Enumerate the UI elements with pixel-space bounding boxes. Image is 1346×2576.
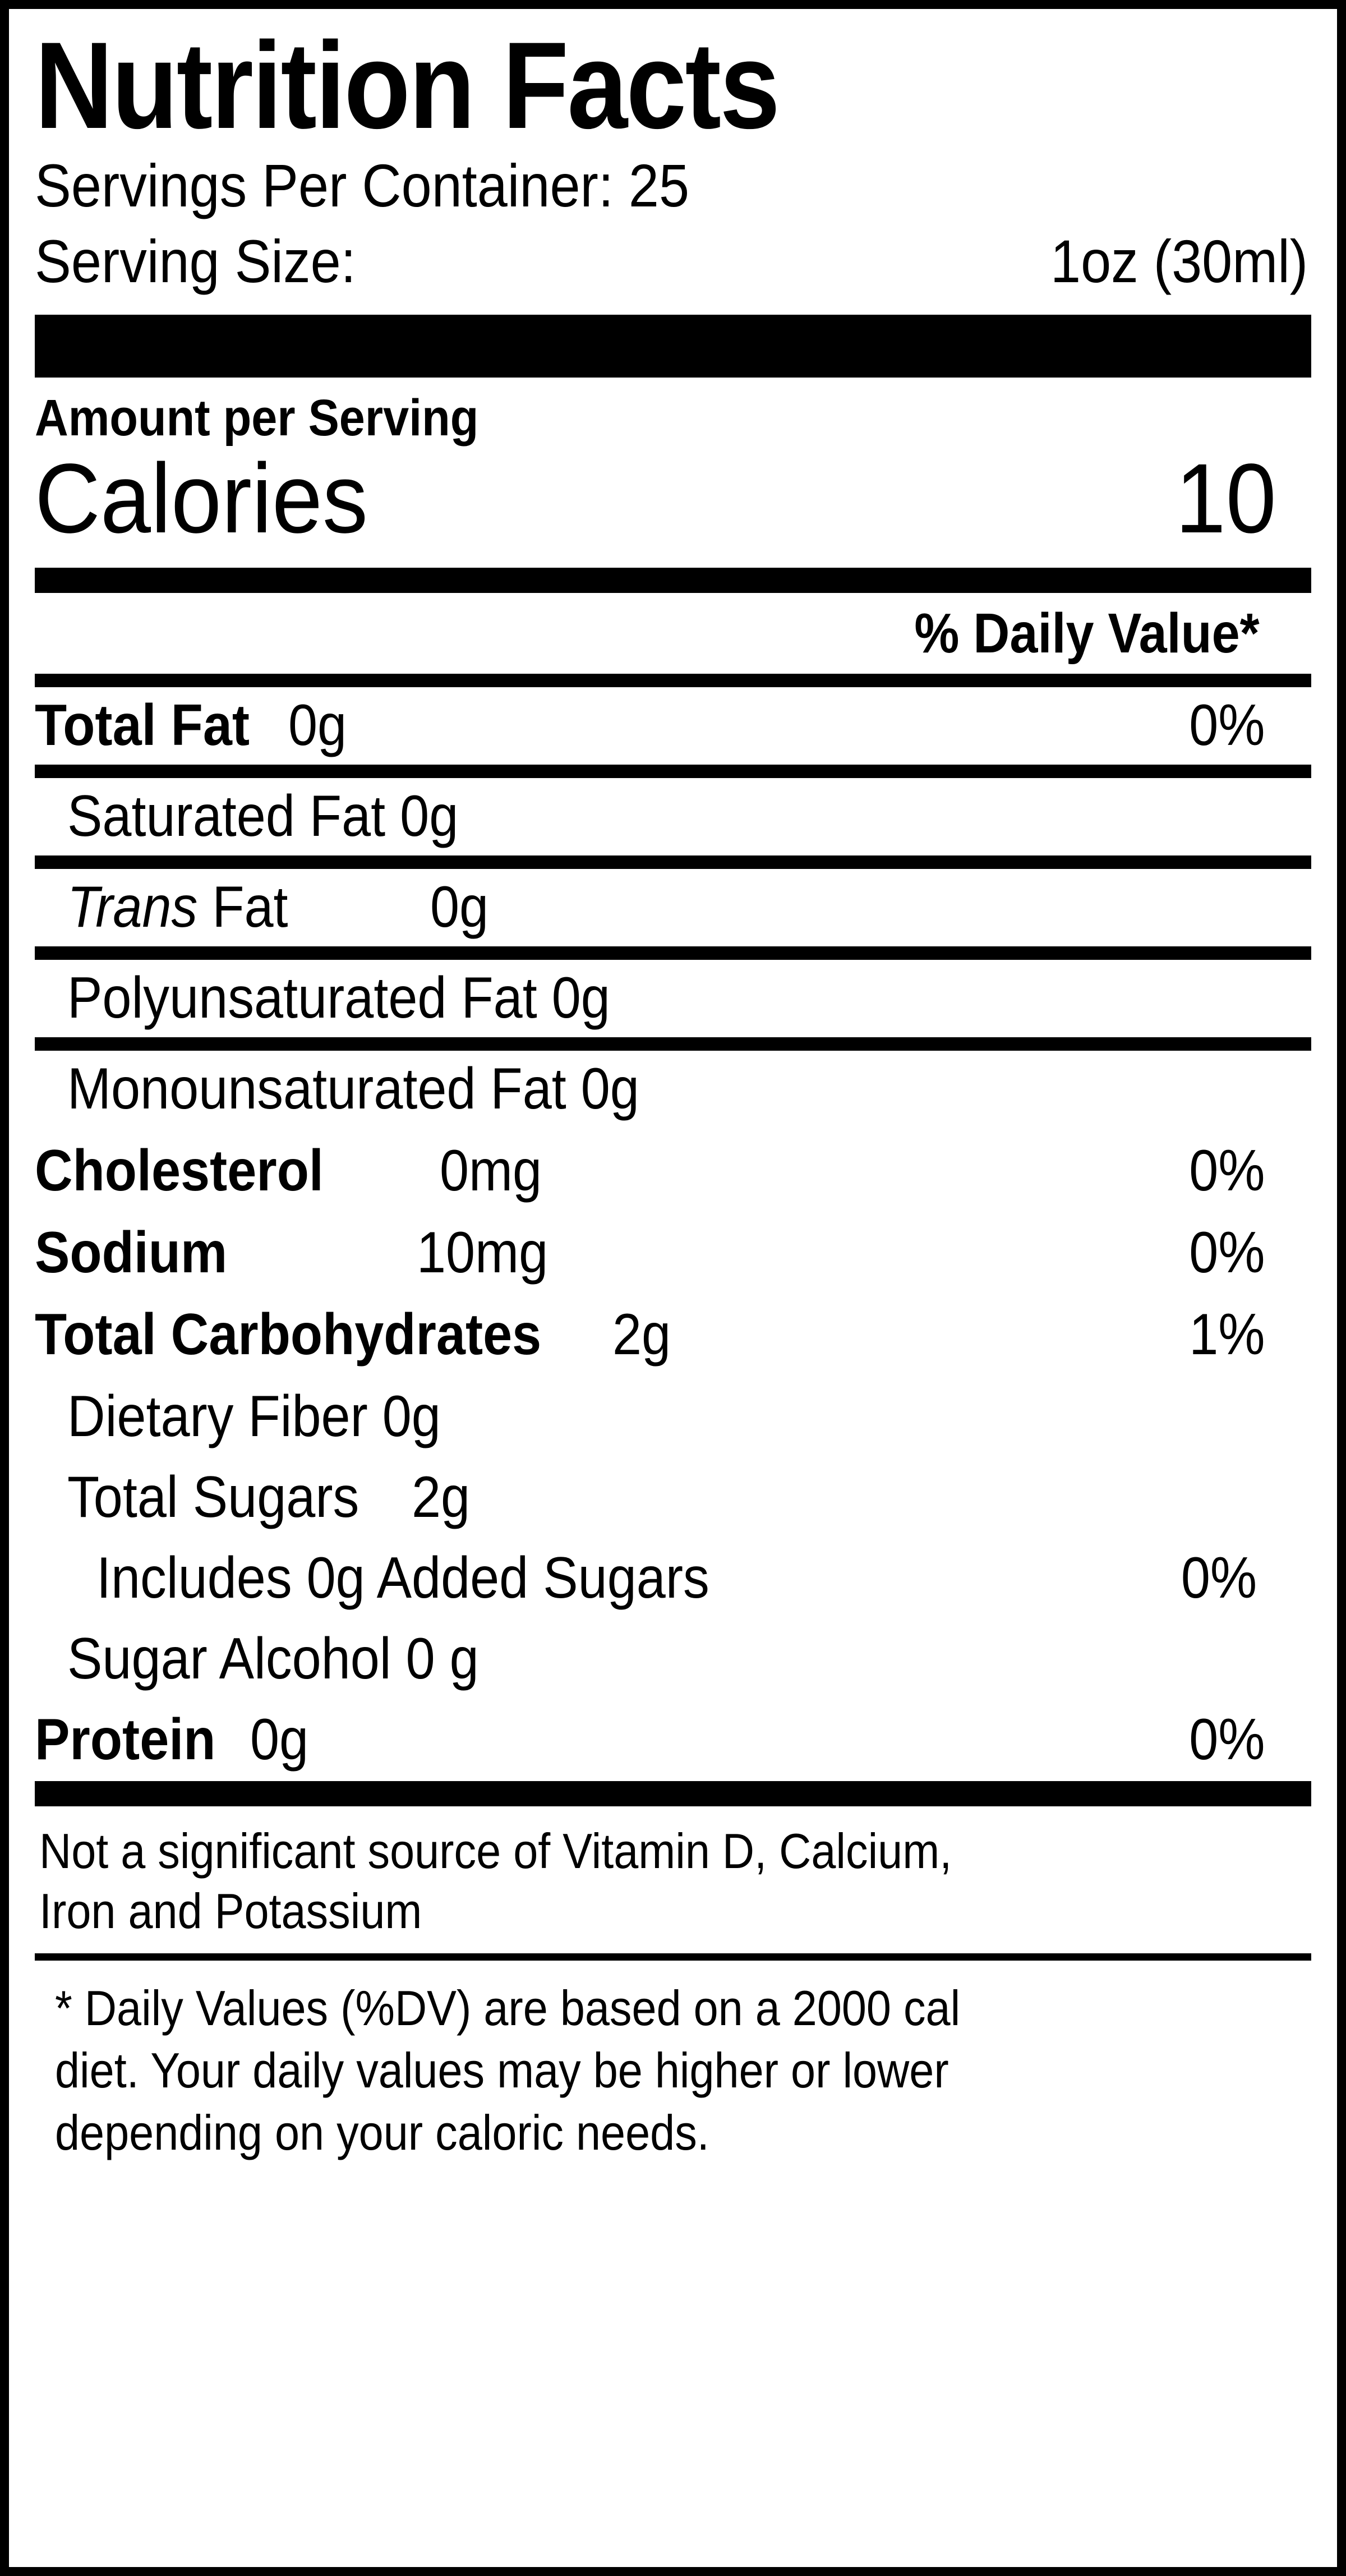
label-inner-area: Nutrition Facts Servings Per Container: … [9, 9, 1337, 2567]
added-sugars-dv: 0% [1181, 1545, 1257, 1611]
monounsaturated-fat-name: Monounsaturated Fat 0g [67, 1056, 639, 1121]
trans-fat-rest: Fat [197, 874, 288, 940]
calories-label: Calories [35, 443, 368, 554]
row-total-sugars: Total Sugars 2g [35, 1456, 1311, 1537]
divider-after-total-fat [35, 764, 1311, 778]
daily-value-header: % Daily Value* [914, 601, 1260, 665]
sodium-name: Sodium [35, 1220, 228, 1285]
trans-fat-italic: Trans [67, 874, 198, 940]
divider-after-saturated-fat [35, 855, 1311, 869]
serving-size-value: 1oz (30ml) [1050, 227, 1308, 295]
total-carbohydrates-dv: 1% [1188, 1301, 1265, 1367]
daily-values-line-2: diet. Your daily values may be higher or… [55, 2043, 949, 2099]
dietary-fiber-name: Dietary Fiber 0g [67, 1383, 441, 1449]
row-dietary-fiber: Dietary Fiber 0g [35, 1374, 1311, 1456]
divider-before-total-fat [35, 673, 1311, 687]
trans-fat-name: Trans Fat [67, 878, 288, 936]
not-significant-source-note: Not a significant source of Vitamin D, C… [35, 1806, 1311, 1954]
row-total-carbohydrates: Total Carbohydrates 2g 1% [35, 1292, 1311, 1374]
saturated-fat-name: Saturated Fat 0g [67, 783, 459, 849]
divider-after-polyunsaturated-fat [35, 1037, 1311, 1051]
page-title: Nutrition Facts [35, 16, 780, 154]
row-cholesterol: Cholesterol 0mg 0% [35, 1128, 1311, 1210]
row-added-sugars: Includes 0g Added Sugars 0% [35, 1537, 1311, 1617]
total-carbohydrates-amount: 2g [612, 1301, 671, 1367]
row-protein: Protein 0g 0% [35, 1698, 1311, 1781]
cholesterol-amount: 0mg [440, 1138, 542, 1203]
daily-values-line-1: * Daily Values (%DV) are based on a 2000… [55, 1980, 961, 2036]
protein-dv: 0% [1188, 1706, 1265, 1772]
polyunsaturated-fat-name: Polyunsaturated Fat 0g [67, 965, 610, 1031]
total-sugars-amount: 2g [412, 1464, 471, 1530]
cholesterol-name: Cholesterol [35, 1138, 324, 1203]
added-sugars-name: Includes 0g Added Sugars [96, 1545, 709, 1611]
calories-row: Calories 10 [35, 447, 1311, 551]
serving-size-label: Serving Size: [35, 227, 356, 295]
amount-per-serving-label: Amount per Serving [35, 389, 479, 447]
divider-before-daily-values-note [35, 1953, 1311, 1961]
cholesterol-dv: 0% [1188, 1138, 1265, 1203]
total-sugars-name: Total Sugars [67, 1464, 359, 1530]
daily-values-line-3: depending on your caloric needs. [55, 2105, 709, 2161]
row-polyunsaturated-fat: Polyunsaturated Fat 0g [35, 960, 1311, 1037]
divider-after-calories [35, 567, 1311, 593]
protein-name: Protein [35, 1706, 216, 1772]
divider-after-trans-fat [35, 946, 1311, 960]
daily-values-note: * Daily Values (%DV) are based on a 2000… [35, 1961, 1311, 2164]
row-saturated-fat: Saturated Fat 0g [35, 778, 1311, 855]
servings-per-container: Servings Per Container: 25 [35, 151, 690, 219]
row-sodium: Sodium 10mg 0% [35, 1210, 1311, 1292]
sodium-amount: 10mg [417, 1220, 548, 1285]
not-significant-line-2: Iron and Potassium [39, 1883, 422, 1939]
total-carbohydrates-name: Total Carbohydrates [35, 1301, 542, 1367]
row-monounsaturated-fat: Monounsaturated Fat 0g [35, 1051, 1311, 1128]
protein-amount: 0g [250, 1706, 309, 1772]
row-trans-fat: Trans Fat 0g [35, 869, 1311, 946]
not-significant-line-1: Not a significant source of Vitamin D, C… [39, 1823, 952, 1879]
total-fat-name: Total Fat [35, 692, 250, 758]
divider-block-top [35, 314, 1311, 378]
divider-after-protein [35, 1781, 1311, 1806]
serving-size-row: Serving Size: 1oz (30ml) [35, 227, 1311, 296]
total-fat-amount: 0g [288, 692, 347, 758]
sodium-dv: 0% [1188, 1220, 1265, 1285]
row-total-fat: Total Fat 0g 0% [35, 687, 1311, 765]
trans-fat-amount: 0g [430, 874, 489, 940]
calories-value: 10 [1175, 443, 1276, 554]
row-sugar-alcohol: Sugar Alcohol 0 g [35, 1617, 1311, 1698]
total-fat-dv: 0% [1188, 692, 1265, 758]
sugar-alcohol-name: Sugar Alcohol 0 g [67, 1626, 479, 1691]
